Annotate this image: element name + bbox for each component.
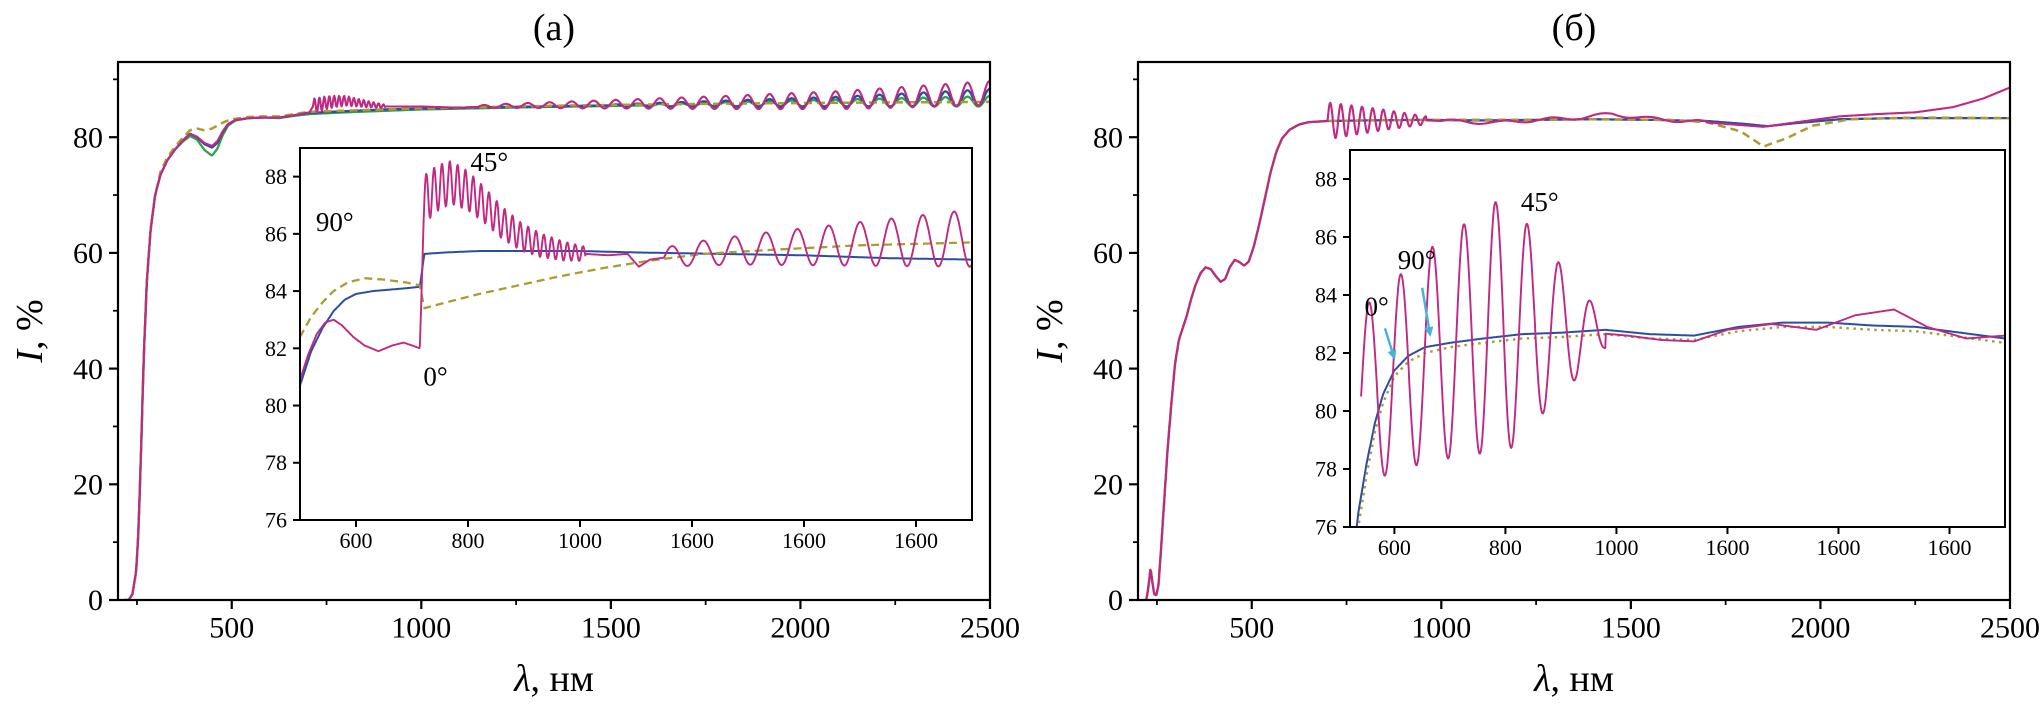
inset-plot-0-x-tick-label: 1600 bbox=[782, 528, 826, 553]
panel-label: (a) bbox=[533, 7, 575, 49]
main-plot-0-x-tick-label: 1000 bbox=[391, 612, 451, 645]
inset-plot-1-annotation: 45° bbox=[1521, 187, 1559, 217]
main-plot-1-y-tick-label: 60 bbox=[1093, 237, 1123, 270]
main-plot-0-y-axis-title: I, % bbox=[9, 299, 51, 363]
main-plot-0: 500 1000 1500 2000 2500 0 20 40 60 80 λ, нм I, % bbox=[9, 60, 1020, 700]
inset-plot-1-y-tick-label: 82 bbox=[1315, 340, 1337, 365]
inset-plot-1-y-tick-label: 88 bbox=[1315, 166, 1337, 191]
main-plot-1-y-tick-label: 80 bbox=[1093, 121, 1123, 154]
main-plot-0-x-tick-label: 500 bbox=[209, 612, 254, 645]
annotation-arrowhead bbox=[1424, 326, 1434, 338]
main-plot-1-x-axis-title: λ, нм bbox=[1533, 658, 1614, 700]
main-plot-1-x-tick-label: 1500 bbox=[1601, 612, 1661, 645]
inset-plot-0-series-90° bbox=[299, 241, 973, 338]
inset-plot-0-frame bbox=[299, 147, 973, 521]
inset-plot-0-annotation: 0° bbox=[423, 362, 447, 392]
inset-plot-0-y-tick-label: 86 bbox=[265, 221, 287, 246]
main-plot-0-y-tick-label: 0 bbox=[88, 584, 103, 617]
inset-plot-0-series-45° bbox=[299, 160, 973, 381]
inset-plot-1-x-tick-label: 800 bbox=[1489, 535, 1522, 560]
inset-plot-1-y-tick-label: 86 bbox=[1315, 224, 1337, 249]
inset-plot-0-x-tick-label: 800 bbox=[452, 528, 485, 553]
main-plot-0-y-tick-label: 60 bbox=[73, 237, 103, 270]
inset-plot-0-y-tick-label: 78 bbox=[265, 450, 287, 475]
inset-plot-0-annotation: 90° bbox=[316, 207, 354, 237]
inset-plot-0-y-tick-label: 88 bbox=[265, 164, 287, 189]
inset-plot-1-background bbox=[1350, 150, 2005, 527]
main-plot-0-y-tick-label: 20 bbox=[73, 469, 103, 502]
inset-plot-1-x-tick-label: 1600 bbox=[1705, 535, 1749, 560]
inset-plot-0-annotation: 45° bbox=[470, 147, 508, 177]
main-plot-0-frame bbox=[116, 60, 992, 602]
inset-plot-1-x-tick-label: 600 bbox=[1378, 535, 1411, 560]
main-plot-0-x-axis-title: λ, нм bbox=[513, 658, 594, 700]
main-plot-1-series-45° bbox=[1145, 86, 2011, 601]
inset-plot-0-series-0° bbox=[299, 250, 973, 386]
inset-plot-1-series-45° bbox=[1360, 201, 2006, 477]
inset-plot-1-annotation: 0° bbox=[1364, 291, 1388, 321]
main-plot-1: 500 1000 1500 2000 2500 0 20 40 60 80 λ, нм I, % bbox=[1029, 60, 2040, 700]
annotation-arrowhead bbox=[1387, 349, 1397, 361]
main-plot-1-y-tick-label: 40 bbox=[1093, 353, 1123, 386]
inset-plot-0-x-tick-label: 1600 bbox=[894, 528, 938, 553]
inset-plot-0-background bbox=[300, 148, 972, 520]
inset-plot-1-y-tick-label: 84 bbox=[1315, 282, 1337, 307]
inset-plot-0-y-tick-label: 80 bbox=[265, 393, 287, 418]
main-plot-1-y-axis-title: I, % bbox=[1029, 299, 1071, 363]
main-plot-0-y-tick-label: 80 bbox=[73, 121, 103, 154]
annotation-arrow bbox=[1420, 287, 1431, 332]
inset-plot-0-y-tick-label: 76 bbox=[265, 507, 287, 532]
main-plot-1-x-tick-label: 2500 bbox=[1980, 612, 2040, 645]
main-plot-1-x-tick-label: 1000 bbox=[1411, 612, 1471, 645]
inset-plot-1-annotation: 90° bbox=[1398, 245, 1436, 275]
inset-plot-1-y-tick-label: 78 bbox=[1315, 456, 1337, 481]
inset-plot-1-x-tick-label: 1600 bbox=[1927, 535, 1971, 560]
main-plot-1-frame bbox=[1136, 60, 2012, 602]
main-plot-0-x-tick-label: 1500 bbox=[581, 612, 641, 645]
inset-plot-1-y-tick-label: 80 bbox=[1315, 398, 1337, 423]
main-plot-1-x-tick-label: 2000 bbox=[1790, 612, 1850, 645]
inset-plot-0-x-tick-label: 1000 bbox=[558, 528, 602, 553]
main-plot-1-y-tick-label: 20 bbox=[1093, 469, 1123, 502]
main-plot-0-series-90° bbox=[123, 100, 991, 601]
main-plot-0-x-tick-label: 2000 bbox=[770, 612, 830, 645]
chart-panel-a: (a) 500 1000 1500 2000 2500 0 20 40 60 80 λ, нм I, %… bbox=[9, 7, 1020, 700]
inset-plot-0: 600 800 1000 1600 1600 1600 76 78 80 82 84 86 88 45° 9… bbox=[265, 147, 973, 553]
inset-plot-1: 600 800 1000 1600 1600 1600 76 78 80 82 84 86 88 45° 9… bbox=[1315, 149, 2006, 560]
annotation-arrow bbox=[1383, 327, 1395, 355]
panel-label: (б) bbox=[1552, 7, 1597, 49]
main-plot-0-series-45° bbox=[123, 80, 991, 601]
inset-plot-1-series-90° bbox=[1357, 325, 2006, 528]
inset-plot-0-x-tick-label: 600 bbox=[340, 528, 373, 553]
chart-panel-b: (б) 500 1000 1500 2000 2500 0 20 40 60 80 λ, нм I, %… bbox=[1029, 7, 2040, 700]
main-plot-0-y-tick-label: 40 bbox=[73, 353, 103, 386]
main-plot-0-x-tick-label: 2500 bbox=[960, 612, 1020, 645]
inset-plot-1-series-0° bbox=[1355, 321, 2006, 528]
inset-plot-0-x-tick-label: 1600 bbox=[670, 528, 714, 553]
inset-plot-1-y-tick-label: 76 bbox=[1315, 514, 1337, 539]
main-plot-1-x-tick-label: 500 bbox=[1229, 612, 1274, 645]
inset-plot-0-y-tick-label: 84 bbox=[265, 279, 287, 304]
inset-plot-1-x-tick-label: 1600 bbox=[1816, 535, 1860, 560]
inset-plot-1-x-tick-label: 1000 bbox=[1594, 535, 1638, 560]
main-plot-1-y-tick-label: 0 bbox=[1108, 584, 1123, 617]
inset-plot-0-y-tick-label: 82 bbox=[265, 336, 287, 361]
inset-plot-1-frame bbox=[1349, 149, 2006, 528]
